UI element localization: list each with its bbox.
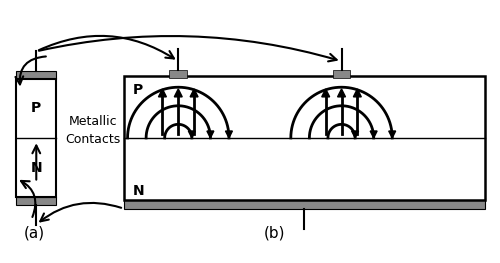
Polygon shape: [352, 131, 358, 138]
Polygon shape: [158, 89, 166, 97]
Polygon shape: [190, 89, 198, 97]
Text: P: P: [133, 83, 143, 97]
Text: (b): (b): [264, 225, 285, 240]
Text: Metallic
Contacts: Metallic Contacts: [65, 115, 120, 146]
Bar: [332, 70, 350, 78]
Bar: [16, 79, 56, 197]
Text: P: P: [31, 101, 42, 115]
Polygon shape: [174, 89, 182, 97]
Polygon shape: [207, 131, 214, 138]
Polygon shape: [226, 131, 232, 138]
Bar: [16, 71, 56, 79]
Polygon shape: [338, 89, 345, 97]
Bar: [124, 76, 485, 200]
Bar: [170, 70, 187, 78]
Polygon shape: [388, 131, 396, 138]
Polygon shape: [322, 89, 330, 97]
Text: (a): (a): [24, 225, 46, 240]
Polygon shape: [188, 131, 196, 138]
Bar: [124, 199, 485, 209]
Text: N: N: [133, 184, 144, 198]
Text: N: N: [30, 161, 42, 175]
Polygon shape: [354, 89, 362, 97]
Bar: [16, 197, 56, 205]
Polygon shape: [370, 131, 377, 138]
